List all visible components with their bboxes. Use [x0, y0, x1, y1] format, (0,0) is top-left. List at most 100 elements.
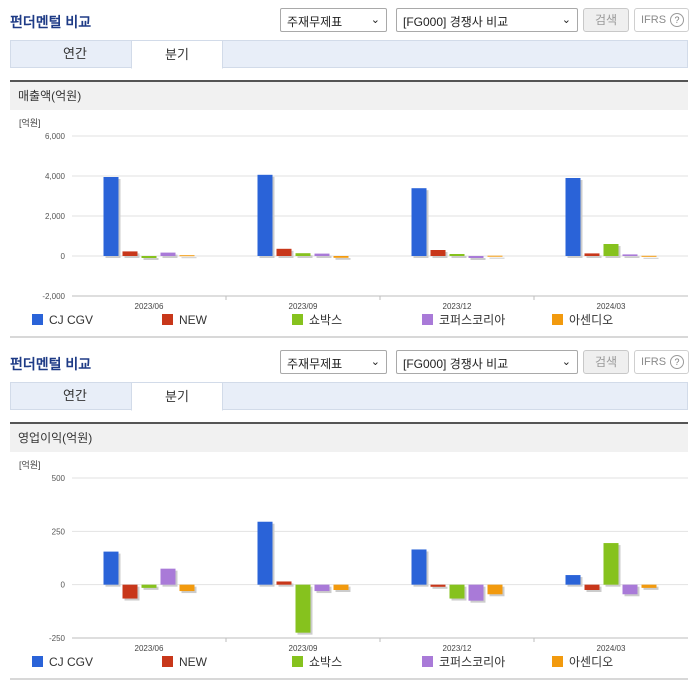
- search-button[interactable]: 검색: [583, 350, 629, 374]
- y-tick-label: 4,000: [45, 172, 66, 181]
- divider: [10, 336, 688, 338]
- legend-label: 쇼박스: [309, 313, 343, 327]
- legend-label: 코퍼스코리아: [439, 655, 506, 669]
- operating-profit-panel: 펀더멘털 비교 주재무제표 ⌄ [FG000] 경쟁사 비교 ⌄ 검색 IFRS…: [0, 342, 696, 684]
- ifrs-help-button[interactable]: IFRS ?: [634, 350, 689, 374]
- y-tick-label: 250: [52, 527, 66, 536]
- chevron-down-icon: ⌄: [561, 356, 571, 368]
- bar: [468, 584, 484, 601]
- legend-item[interactable]: 아센디오: [552, 654, 613, 670]
- search-button[interactable]: 검색: [583, 8, 629, 32]
- chart-legend: CJ CGV NEW 쇼박스 코퍼스코리아 아센디오: [10, 312, 688, 330]
- bar-shadow: [297, 255, 313, 258]
- x-tick-label: 2023/12: [443, 644, 472, 653]
- legend-swatch: [292, 314, 303, 325]
- chart-legend: CJ CGV NEW 쇼박스 코퍼스코리아 아센디오: [10, 654, 688, 672]
- bar-shadow: [643, 257, 659, 259]
- y-tick-label: -2,000: [42, 292, 65, 301]
- comparison-select-value: [FG000] 경쟁사 비교: [403, 357, 509, 371]
- legend-item[interactable]: 아센디오: [552, 312, 613, 328]
- legend-label: CJ CGV: [49, 313, 94, 327]
- statement-select[interactable]: 주재무제표 ⌄: [280, 8, 387, 32]
- legend-swatch: [422, 314, 433, 325]
- statement-select[interactable]: 주재무제표 ⌄: [280, 350, 387, 374]
- bar: [468, 256, 484, 258]
- x-tick-label: 2024/03: [597, 644, 626, 653]
- legend-label: 아센디오: [569, 313, 614, 327]
- bar: [487, 584, 503, 595]
- bar: [641, 255, 657, 257]
- bar-shadow: [143, 586, 159, 590]
- legend-label: CJ CGV: [49, 655, 94, 669]
- bar: [333, 584, 349, 590]
- legend-swatch: [162, 314, 173, 325]
- y-tick-label: 0: [61, 252, 66, 261]
- legend-item[interactable]: 쇼박스: [292, 312, 342, 328]
- tab-quarterly[interactable]: 분기: [131, 382, 223, 411]
- chevron-down-icon: ⌄: [561, 14, 571, 26]
- tab-annual[interactable]: 연간: [63, 46, 87, 61]
- legend-swatch: [32, 314, 43, 325]
- bar: [160, 252, 176, 256]
- bar: [314, 253, 330, 256]
- bar: [141, 256, 157, 258]
- bar: [122, 584, 138, 599]
- chevron-down-icon: ⌄: [370, 14, 380, 26]
- legend-item[interactable]: NEW: [162, 312, 207, 328]
- tab-annual[interactable]: 연간: [63, 388, 87, 403]
- bar: [314, 584, 330, 592]
- bar: [584, 584, 600, 590]
- bar: [622, 254, 638, 256]
- legend-item[interactable]: CJ CGV: [32, 312, 93, 328]
- legend-item[interactable]: 코퍼스코리아: [422, 654, 505, 670]
- comparison-select-value: [FG000] 경쟁사 비교: [403, 15, 509, 29]
- legend-swatch: [552, 656, 563, 667]
- legend-item[interactable]: NEW: [162, 654, 207, 670]
- bar-shadow: [432, 586, 448, 589]
- bar: [257, 521, 273, 585]
- legend-label: 코퍼스코리아: [439, 313, 506, 327]
- legend-swatch: [162, 656, 173, 667]
- bar: [449, 254, 465, 256]
- bar-shadow: [335, 258, 351, 260]
- bar: [603, 543, 619, 585]
- legend-label: 아센디오: [569, 655, 614, 669]
- bar-shadow: [162, 254, 178, 258]
- x-tick-label: 2023/06: [135, 302, 164, 311]
- unit-label: [억원]: [19, 459, 41, 470]
- tab-quarterly[interactable]: 분기: [131, 40, 223, 69]
- chevron-down-icon: ⌄: [370, 356, 380, 368]
- bar: [411, 188, 427, 256]
- bar: [295, 584, 311, 633]
- bar: [333, 256, 349, 258]
- bar: [565, 575, 581, 585]
- ifrs-label: IFRS: [641, 14, 667, 26]
- ifrs-label: IFRS: [641, 356, 667, 368]
- legend-item[interactable]: 쇼박스: [292, 654, 342, 670]
- legend-item[interactable]: CJ CGV: [32, 654, 93, 670]
- bar-shadow: [489, 257, 505, 259]
- help-icon: ?: [670, 13, 684, 27]
- bar: [430, 250, 446, 256]
- bar: [141, 584, 157, 588]
- bar: [295, 253, 311, 256]
- statement-select-value: 주재무제표: [287, 357, 343, 371]
- comparison-select[interactable]: [FG000] 경쟁사 비교 ⌄: [396, 8, 578, 32]
- bar: [179, 255, 195, 257]
- bar: [103, 551, 119, 585]
- legend-item[interactable]: 코퍼스코리아: [422, 312, 505, 328]
- comparison-select[interactable]: [FG000] 경쟁사 비교 ⌄: [396, 350, 578, 374]
- bar-shadow: [451, 256, 467, 258]
- bar-shadow: [316, 255, 332, 258]
- ifrs-help-button[interactable]: IFRS ?: [634, 8, 689, 32]
- help-icon: ?: [670, 355, 684, 369]
- bar: [449, 584, 465, 599]
- x-tick-label: 2023/09: [289, 644, 318, 653]
- x-tick-label: 2024/03: [597, 302, 626, 311]
- bar: [641, 584, 657, 588]
- bar-shadow: [624, 256, 640, 258]
- panel-title: 펀더멘털 비교: [10, 14, 92, 30]
- bar: [430, 584, 446, 587]
- bar: [584, 253, 600, 256]
- legend-label: 쇼박스: [309, 655, 343, 669]
